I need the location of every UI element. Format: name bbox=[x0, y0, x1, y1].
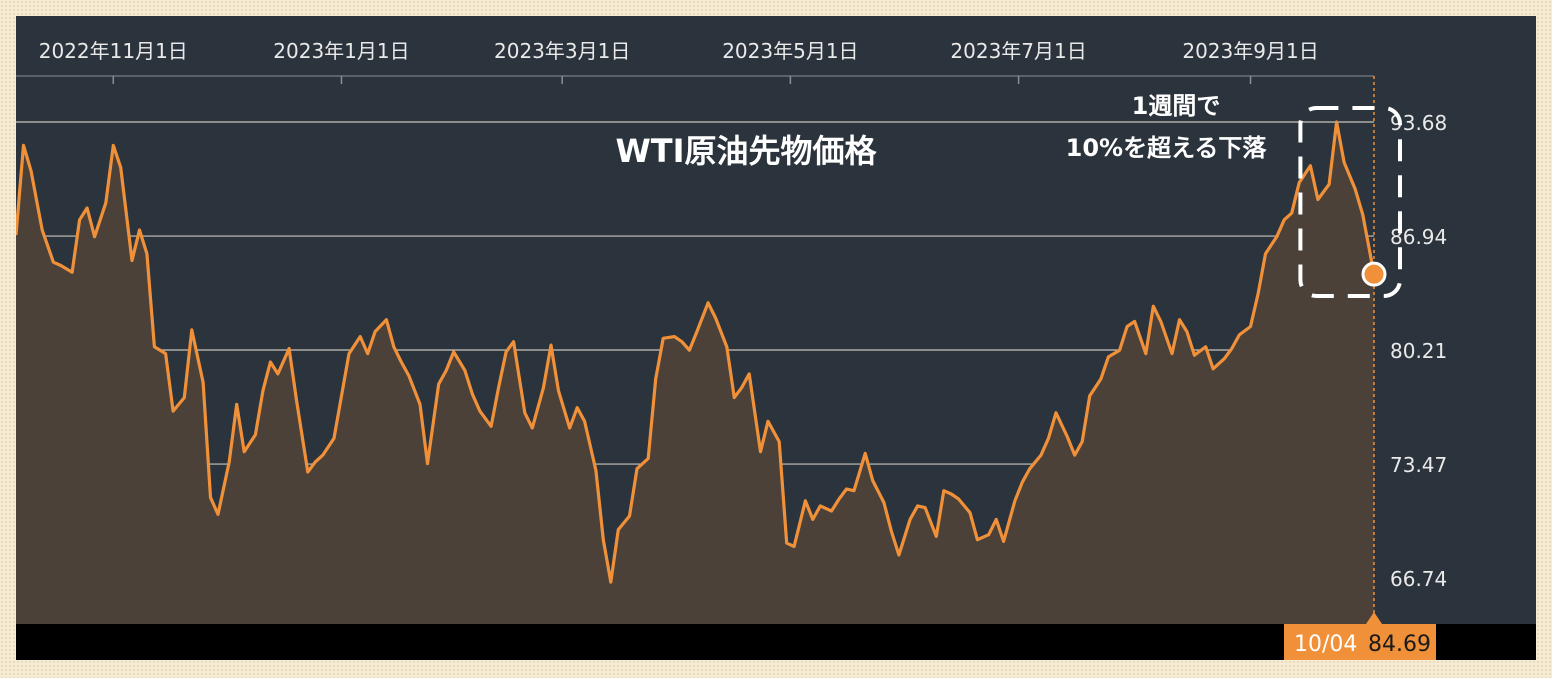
chart-frame: 2022年11月1日 2023年1月1日 2023年3月1日 2023年5月1日 202… bbox=[16, 16, 1536, 660]
x-axis: 2022年11月1日 2023年1月1日 2023年3月1日 2023年5月1日 202… bbox=[16, 39, 1374, 84]
current-date-pointer bbox=[1366, 612, 1382, 624]
x-tick-label: 2023年3月1日 bbox=[494, 39, 630, 63]
last-value-label: 84.69 bbox=[1368, 632, 1431, 657]
price-chart: 2022年11月1日 2023年1月1日 2023年3月1日 2023年5月1日 202… bbox=[16, 39, 1536, 660]
footer-bar: 10/04 84.69 bbox=[16, 624, 1536, 660]
x-tick-label: 2023年5月1日 bbox=[722, 39, 858, 63]
area-layer bbox=[16, 120, 1376, 624]
price-area bbox=[16, 122, 1374, 624]
annotation-line-1: 1週間で bbox=[1132, 92, 1221, 120]
price-line bbox=[16, 120, 1376, 584]
footer-background bbox=[16, 624, 1536, 660]
x-tick-label: 2023年1月1日 bbox=[273, 39, 409, 63]
chart-title: WTI原油先物価格 bbox=[615, 132, 877, 170]
y-tick-label: 80.21 bbox=[1390, 339, 1447, 363]
annotation-layer bbox=[1298, 76, 1403, 624]
last-date-label: 10/04 bbox=[1294, 632, 1357, 657]
y-tick-label: 66.74 bbox=[1390, 567, 1447, 591]
x-tick-label: 2023年7月1日 bbox=[950, 39, 1086, 63]
y-tick-label: 73.47 bbox=[1390, 453, 1447, 477]
last-value-box bbox=[1284, 624, 1436, 660]
x-tick-label: 2022年11月1日 bbox=[39, 39, 188, 63]
highlight-box bbox=[1298, 106, 1403, 298]
annotation-line-2: 10%を超える下落 bbox=[1066, 134, 1268, 162]
x-tick-label: 2023年9月1日 bbox=[1182, 39, 1318, 63]
last-point-marker bbox=[1361, 261, 1387, 287]
